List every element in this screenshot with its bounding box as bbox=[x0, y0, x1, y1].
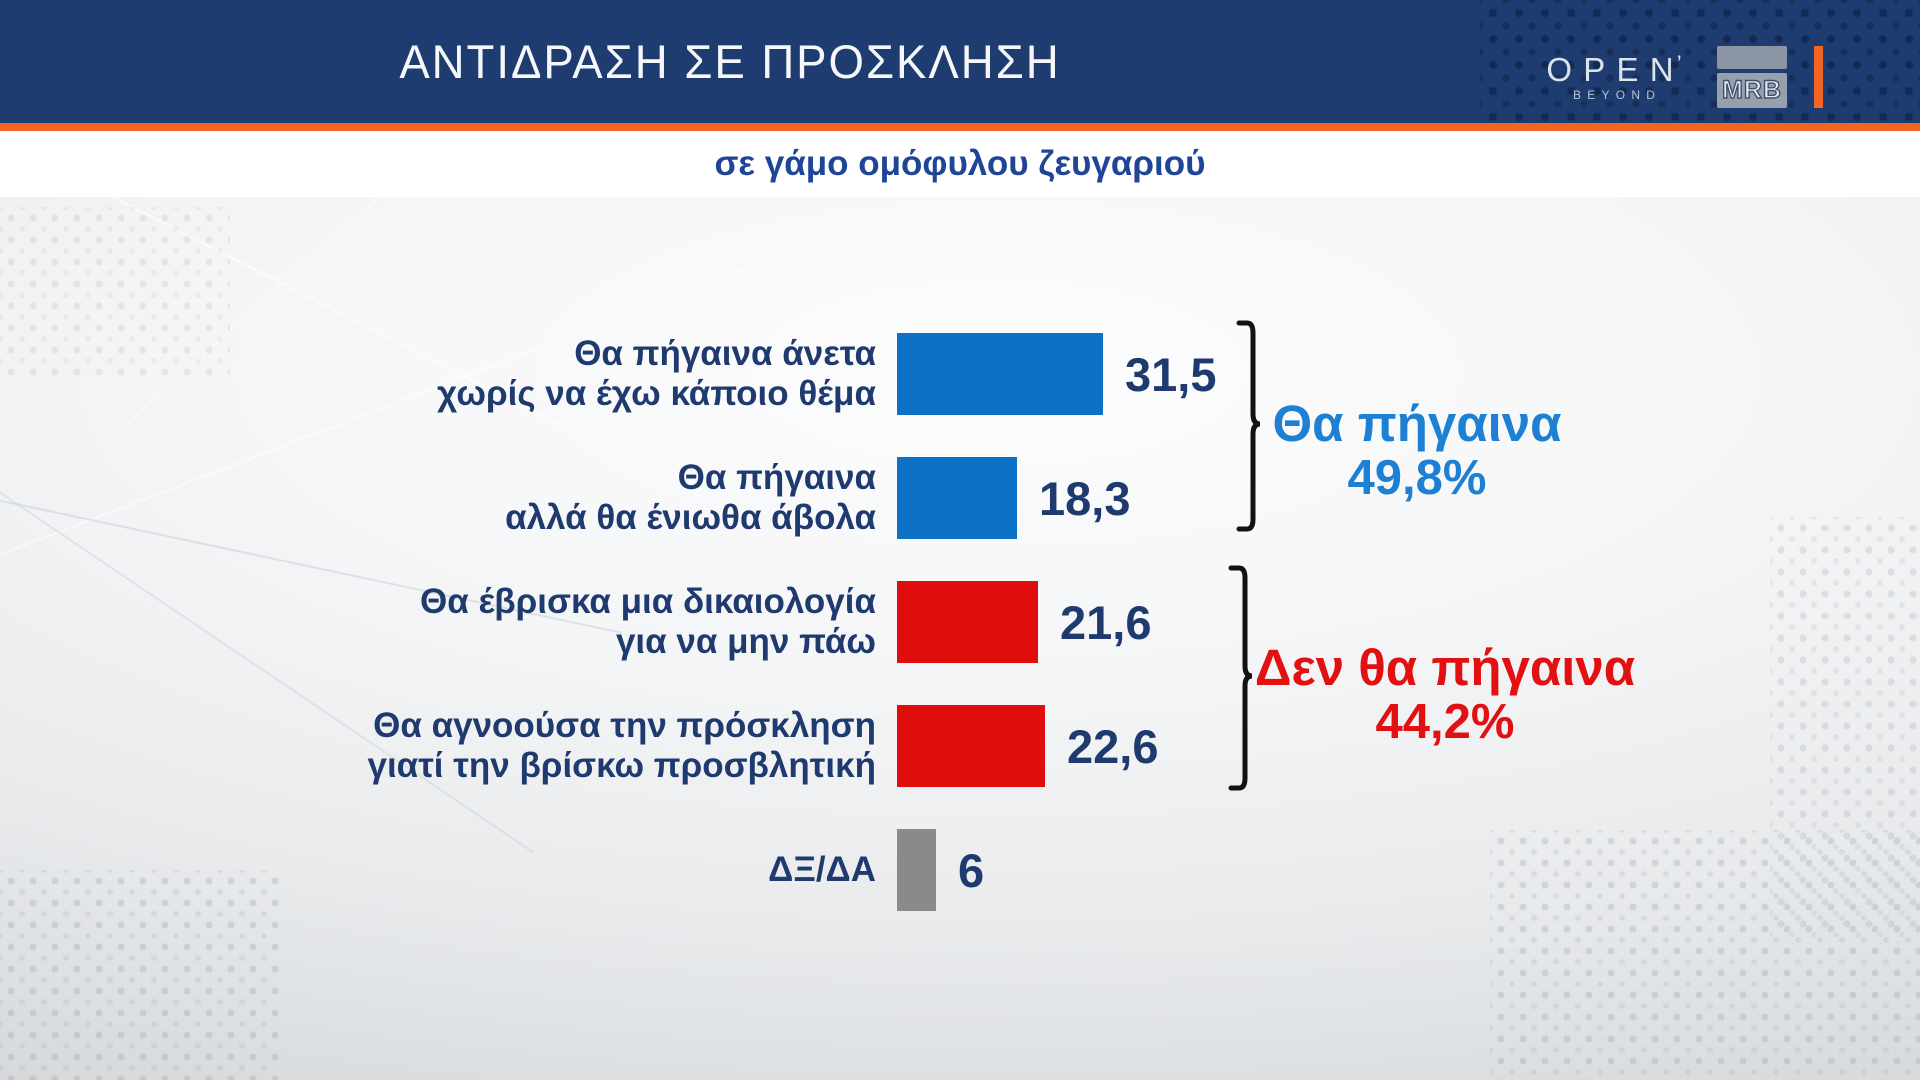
group-annotation-would-go: Θα πήγαινα 49,8% bbox=[1262, 395, 1572, 505]
bar-row: Θα πήγαινα άνετα χωρίς να έχω κάποιο θέμ… bbox=[0, 333, 1920, 415]
bar-row: Θα αγνοούσα την πρόσκληση γιατί την βρίσ… bbox=[0, 705, 1920, 787]
chart-subtitle: σε γάμο ομόφυλου ζευγαριού bbox=[714, 144, 1206, 183]
bar-category-label: ΔΞ/ΔΑ bbox=[0, 829, 876, 911]
group-brace-blue bbox=[1236, 320, 1261, 532]
group-label: Θα πήγαινα bbox=[1272, 395, 1562, 452]
orange-divider-bar bbox=[1814, 46, 1823, 108]
bar-value: 31,5 bbox=[1125, 347, 1217, 401]
page-title: ΑΝΤΙΔΡΑΣΗ ΣΕ ΠΡΟΣΚΛΗΣΗ bbox=[399, 35, 1061, 88]
bar-value: 6 bbox=[958, 843, 985, 897]
label-line: Θα έβρισκα μια δικαιολογία bbox=[420, 582, 876, 621]
bar bbox=[897, 829, 936, 911]
label-line: Θα πήγαινα άνετα bbox=[574, 334, 876, 373]
open-logo-text: OPEN bbox=[1546, 51, 1685, 88]
orange-rule bbox=[0, 123, 1920, 131]
bar-value: 21,6 bbox=[1060, 595, 1152, 649]
header-dot-pattern bbox=[1480, 0, 1920, 123]
open-beyond-logo: OPEN’ BEYOND bbox=[1546, 44, 1681, 106]
header-bar: ΑΝΤΙΔΡΑΣΗ ΣΕ ΠΡΟΣΚΛΗΣΗ OPEN’ BEYOND MRB bbox=[0, 0, 1920, 123]
label-line: αλλά θα ένιωθα άβολα bbox=[505, 498, 876, 537]
group-value: 44,2% bbox=[1375, 695, 1515, 749]
group-annotation-would-not-go: Δεν θα πήγαινα 44,2% bbox=[1250, 639, 1640, 749]
open-logo-subtext: BEYOND bbox=[1573, 88, 1662, 102]
bar-category-label: Θα πήγαινα αλλά θα ένιωθα άβολα bbox=[0, 457, 876, 539]
label-line: Θα πήγαινα bbox=[677, 458, 876, 497]
group-label: Δεν θα πήγαινα bbox=[1254, 639, 1636, 696]
bar-row: Θα πήγαινα αλλά θα ένιωθα άβολα 18,3 bbox=[0, 457, 1920, 539]
label-line: Θα αγνοούσα την πρόσκληση bbox=[373, 706, 876, 745]
bar bbox=[897, 333, 1103, 415]
bar-category-label: Θα αγνοούσα την πρόσκληση γιατί την βρίσ… bbox=[0, 705, 876, 787]
bar-category-label: Θα έβρισκα μια δικαιολογία για να μην πά… bbox=[0, 581, 876, 663]
label-line: για να μην πάω bbox=[615, 622, 876, 661]
bar-value: 18,3 bbox=[1039, 471, 1131, 525]
label-line: γιατί την βρίσκω προσβλητική bbox=[367, 746, 876, 785]
bar bbox=[897, 457, 1017, 539]
label-line: ΔΞ/ΔΑ bbox=[768, 850, 876, 889]
subtitle-band: σε γάμο ομόφυλου ζευγαριού bbox=[0, 131, 1920, 197]
bar bbox=[897, 705, 1045, 787]
mrb-logo-text: MRB bbox=[1717, 73, 1787, 108]
label-line: χωρίς να έχω κάποιο θέμα bbox=[436, 374, 876, 413]
bar-category-label: Θα πήγαινα άνετα χωρίς να έχω κάποιο θέμ… bbox=[0, 333, 876, 415]
mrb-logo: MRB bbox=[1717, 46, 1787, 108]
bar-row: ΔΞ/ΔΑ 6 bbox=[0, 829, 1920, 911]
group-brace-red bbox=[1228, 565, 1253, 791]
background-line bbox=[0, 262, 760, 594]
group-value: 49,8% bbox=[1347, 451, 1487, 505]
bar bbox=[897, 581, 1038, 663]
open-logo-tick: ’ bbox=[1676, 51, 1693, 76]
bar-value: 22,6 bbox=[1067, 719, 1159, 773]
mrb-logo-top-block bbox=[1717, 46, 1787, 69]
bar-row: Θα έβρισκα μια δικαιολογία για να μην πά… bbox=[0, 581, 1920, 663]
